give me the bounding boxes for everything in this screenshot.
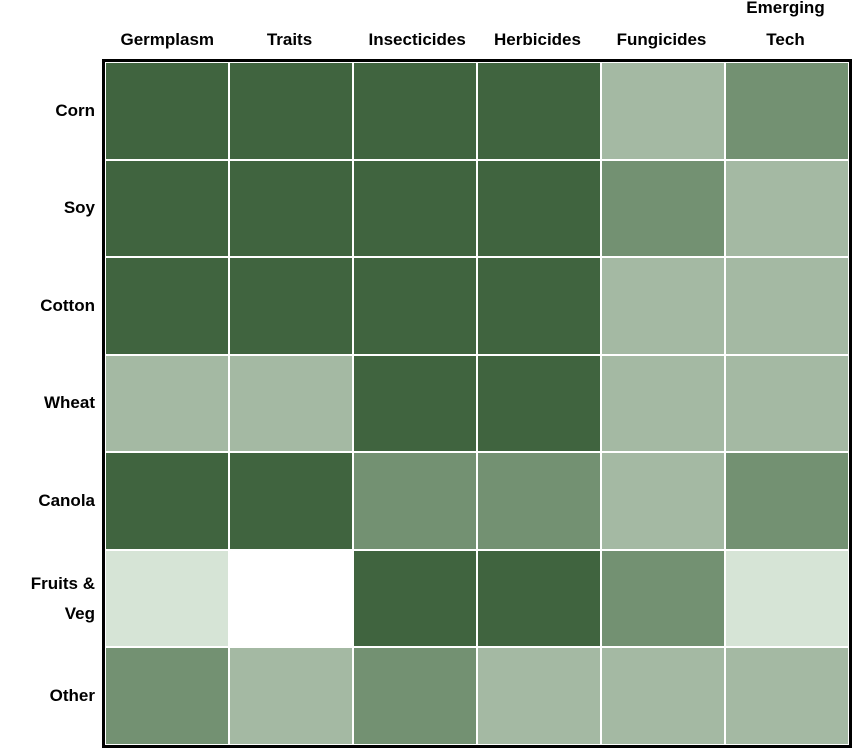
heatmap-cell xyxy=(725,62,849,160)
column-label-text: Emerging Tech xyxy=(746,0,825,49)
heatmap-cell xyxy=(601,647,725,745)
heatmap-cell xyxy=(725,159,849,258)
heatmap-cell xyxy=(353,452,477,550)
heatmap-cell xyxy=(229,549,353,648)
heatmap-cell xyxy=(229,257,353,355)
heatmap-cell xyxy=(477,452,601,550)
row-label: Wheat xyxy=(44,393,95,413)
heatmap-cell xyxy=(105,647,229,745)
row-label: Canola xyxy=(38,491,95,511)
heatmap-cell xyxy=(105,257,229,355)
column-label: Traits xyxy=(227,24,352,56)
heatmap-cell xyxy=(353,354,477,453)
column-label: Germplasm xyxy=(103,24,228,56)
heatmap-cell xyxy=(601,257,725,355)
column-label: Emerging Tech xyxy=(723,0,848,56)
heatmap-cell xyxy=(353,159,477,258)
heatmap-cell xyxy=(725,257,849,355)
heatmap-cell xyxy=(477,257,601,355)
column-label: Insecticides xyxy=(351,24,476,56)
column-label: Fungicides xyxy=(599,24,724,56)
heatmap-cell xyxy=(477,62,601,160)
heatmap-cell xyxy=(353,257,477,355)
heatmap-cell xyxy=(229,159,353,258)
heatmap-cell xyxy=(601,452,725,550)
heatmap-cell xyxy=(229,354,353,453)
heatmap-cell xyxy=(477,354,601,453)
heatmap-cell xyxy=(477,549,601,648)
heatmap-cell xyxy=(601,549,725,648)
heatmap-cell xyxy=(105,354,229,453)
heatmap-cell xyxy=(601,354,725,453)
row-label: Fruits & Veg xyxy=(30,573,95,623)
heatmap-cell xyxy=(725,647,849,745)
heatmap-cell xyxy=(105,549,229,648)
row-label: Corn xyxy=(55,100,95,120)
heatmap-cell xyxy=(105,452,229,550)
column-label-text: Fungicides xyxy=(616,30,707,49)
heatmap-cell xyxy=(229,62,353,160)
column-label-text: Insecticides xyxy=(368,30,466,49)
row-label: Soy xyxy=(63,198,95,218)
heatmap-cell xyxy=(353,647,477,745)
heatmap-grid xyxy=(102,59,852,748)
row-label: Other xyxy=(49,686,95,706)
heatmap-cell xyxy=(105,159,229,258)
heatmap-cell xyxy=(229,452,353,550)
heatmap-cell xyxy=(725,549,849,648)
heatmap-cell xyxy=(105,62,229,160)
row-label: Cotton xyxy=(40,295,95,315)
heatmap-cell xyxy=(353,549,477,648)
column-label-text: Herbicides xyxy=(494,30,581,49)
heatmap-cell xyxy=(725,452,849,550)
heatmap-cell xyxy=(601,159,725,258)
column-label-text: Germplasm xyxy=(120,30,215,49)
column-label-text: Traits xyxy=(266,30,313,49)
heatmap-cell xyxy=(601,62,725,160)
heatmap-cell xyxy=(725,354,849,453)
heatmap-cell xyxy=(477,647,601,745)
heatmap-cell xyxy=(229,647,353,745)
column-label: Herbicides xyxy=(475,24,600,56)
heatmap-cell xyxy=(477,159,601,258)
heatmap-cell xyxy=(353,62,477,160)
